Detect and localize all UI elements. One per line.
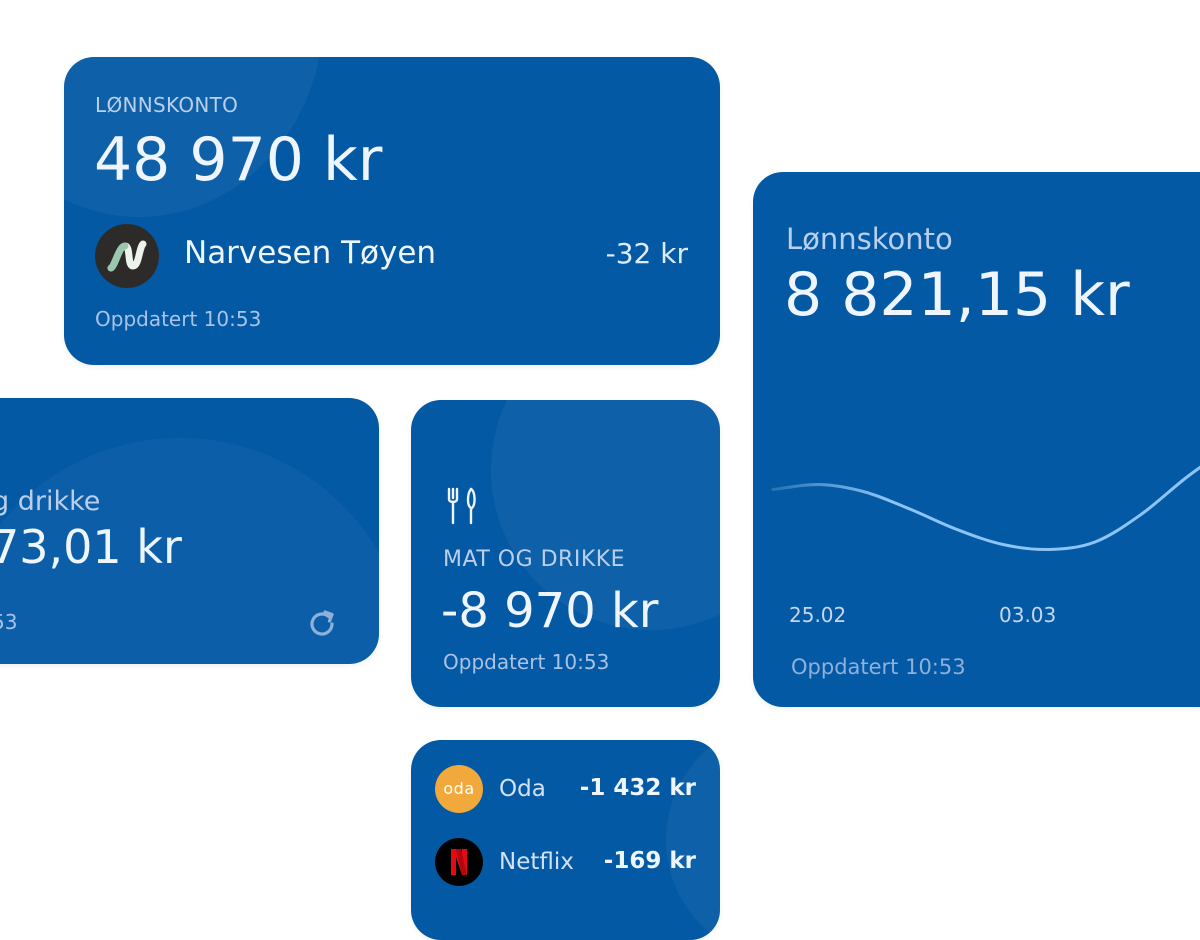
transactions-widget[interactable]: oda Oda -1 432 kr Netflix -169 kr	[411, 740, 720, 940]
transaction-row[interactable]: Netflix -169 kr	[411, 838, 720, 888]
category-amount: 73,01 kr	[0, 520, 182, 574]
transaction-row[interactable]: oda Oda -1 432 kr	[411, 765, 720, 815]
updated-timestamp: Oppdatert 10:53	[791, 655, 966, 679]
category-amount: -8 970 kr	[441, 583, 659, 639]
balance-line-chart	[771, 465, 1200, 552]
updated-timestamp: 53	[0, 610, 18, 634]
x-tick-label: 25.02	[789, 603, 847, 627]
x-tick-label: 03.03	[999, 603, 1057, 627]
series-line	[771, 465, 1200, 552]
narvesen-logo-icon	[95, 224, 159, 288]
food-drink-widget[interactable]: MAT OG DRIKKE -8 970 kr Oppdatert 10:53	[411, 400, 720, 707]
account-label: Lønnskonto	[786, 222, 953, 256]
transaction-name: Oda	[499, 776, 546, 802]
netflix-logo-icon	[435, 838, 483, 886]
category-label: g drikke	[0, 486, 101, 517]
transaction-amount: -32 kr	[605, 237, 688, 270]
category-label: MAT OG DRIKKE	[443, 547, 626, 572]
account-label: LØNNSKONTO	[95, 93, 239, 117]
balance-chart-widget[interactable]: Lønnskonto 8 821,15 kr 25.02 03.03 Oppda…	[753, 172, 1200, 707]
oda-logo-icon: oda	[435, 765, 483, 813]
account-balance: 48 970 kr	[94, 125, 383, 195]
transaction-merchant: Narvesen Tøyen	[184, 235, 437, 271]
account-balance-widget[interactable]: LØNNSKONTO 48 970 kr Narvesen Tøyen -32 …	[64, 57, 720, 365]
fork-knife-icon	[443, 486, 483, 526]
category-widget-partial[interactable]: g drikke 73,01 kr 53	[0, 398, 379, 664]
transaction-name: Netflix	[499, 849, 574, 875]
account-balance: 8 821,15 kr	[784, 260, 1130, 330]
transaction-amount: -169 kr	[603, 848, 696, 874]
updated-timestamp: Oppdatert 10:53	[443, 650, 610, 674]
refresh-icon[interactable]	[304, 606, 340, 642]
transaction-amount: -1 432 kr	[579, 775, 696, 801]
updated-timestamp: Oppdatert 10:53	[95, 307, 262, 331]
